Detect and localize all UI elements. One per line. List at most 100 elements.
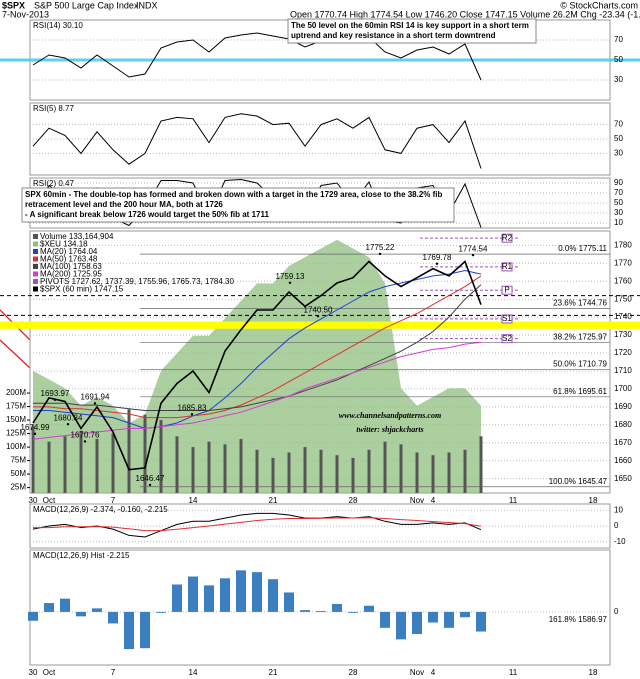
pivot-label: S1 xyxy=(502,314,512,323)
series-line xyxy=(32,341,482,440)
hist-bar xyxy=(412,611,422,635)
hist-bar xyxy=(428,611,438,623)
target-band xyxy=(0,321,640,329)
volume-bar xyxy=(415,452,419,493)
pivot-box xyxy=(501,314,513,324)
hist-bar xyxy=(348,611,358,613)
price-point xyxy=(288,281,292,285)
y-tick-label: 0 xyxy=(614,521,619,530)
y-tick-label: 1670 xyxy=(614,438,632,447)
fib-label: 38.2% 1725.97 xyxy=(553,332,607,341)
y-tick-label: 1650 xyxy=(614,474,632,483)
hist-bar xyxy=(444,611,454,628)
y-tick-label: 10 xyxy=(614,218,623,227)
hist-bar xyxy=(124,611,134,650)
volume-bar xyxy=(479,436,483,493)
legend-swatch xyxy=(33,249,38,254)
price-point xyxy=(66,422,70,426)
hist-bar xyxy=(172,584,182,612)
y-tick-label: 90 xyxy=(614,178,623,187)
legend-label: PIVOTS 1727.62, 1737.39, 1755.96, 1765.7… xyxy=(40,277,234,286)
price-label: 1693.97 xyxy=(41,389,70,398)
hist-bar xyxy=(92,608,102,612)
y-tick-label: 1760 xyxy=(614,276,632,285)
volume-bar xyxy=(159,420,163,493)
legend-label: MA(20) 1764.04 xyxy=(40,247,98,256)
fib-label: 61.8% 1695.61 xyxy=(553,387,607,396)
symbol: $SPX xyxy=(2,0,25,10)
x-tick-label: 18 xyxy=(589,496,598,505)
exchange: INDX xyxy=(136,0,158,10)
pivot-label: R2 xyxy=(502,233,513,242)
hist-bar xyxy=(76,611,86,617)
legend-swatch xyxy=(33,264,38,269)
index-name: S&P 500 Large Cap Index xyxy=(34,0,139,10)
volume-bar xyxy=(47,441,51,493)
fib-label: 50.0% 1710.79 xyxy=(553,360,607,369)
volume-tick-label: 25M xyxy=(10,483,26,492)
y-tick-label: 1680 xyxy=(614,420,632,429)
volume-tick-label: 75M xyxy=(10,456,26,465)
legend-label: MA(50) 1763.48 xyxy=(40,255,98,264)
x-tick-label: Oct xyxy=(43,496,56,505)
x-tick-label: 30 xyxy=(29,668,38,677)
series-line xyxy=(32,113,482,169)
legend-label: MA(200) 1725.95 xyxy=(40,270,102,279)
price-label: 1740.50 xyxy=(304,305,333,314)
volume-bar xyxy=(63,436,67,493)
volume-tick-label: 200M xyxy=(6,388,26,397)
x-tick-label: 21 xyxy=(269,496,278,505)
price-point xyxy=(316,315,320,318)
price-label: 1674.99 xyxy=(21,423,50,432)
rsi-band xyxy=(0,58,640,62)
pivot-label: S2 xyxy=(502,334,512,343)
price-point xyxy=(435,262,439,265)
legend-swatch xyxy=(33,256,38,262)
pivot-label: P xyxy=(504,285,509,294)
x-tick-label: Nov xyxy=(410,496,424,505)
volume-bar xyxy=(239,438,243,493)
panel-title: RSI(2) 0.47 xyxy=(33,179,74,188)
legend-swatch xyxy=(33,234,38,239)
x-tick-label: Oct xyxy=(43,668,56,677)
x-tick-label: 28 xyxy=(349,668,358,677)
volume-bar xyxy=(351,457,355,493)
x-tick-label: 4 xyxy=(431,668,436,677)
legend-label: MA(100) 1758.63 xyxy=(40,262,102,271)
volume-tick-label: 100M xyxy=(6,442,26,451)
panel-title: RSI(5) 8.77 xyxy=(33,104,74,113)
y-tick-label: 70 xyxy=(614,120,623,129)
price-point xyxy=(148,483,152,487)
y-tick-label: 1690 xyxy=(614,402,632,411)
pivot-label: R1 xyxy=(502,262,513,271)
pivot-box xyxy=(501,285,513,295)
date: 7-Nov-2013 xyxy=(2,9,49,19)
fib-label: 161.8% 1586.97 xyxy=(549,615,608,624)
volume-bar xyxy=(95,438,99,493)
legend-label: $SPX (60 min) 1747.15 xyxy=(40,285,124,294)
volume-bar xyxy=(335,455,339,493)
panel-title: MACD(12,26,9) -2.374, -0.160, -2.215 xyxy=(33,505,168,514)
volume-bar xyxy=(127,409,131,493)
x-tick-label: 7 xyxy=(111,668,116,677)
hist-bar xyxy=(188,576,198,612)
hist-bar xyxy=(316,611,326,612)
y-tick-label: 50 xyxy=(614,198,623,207)
panel-title: RSI(14) 30.10 xyxy=(33,21,83,30)
y-tick-label: 70 xyxy=(614,35,623,44)
fib-label: 100.0% 1645.47 xyxy=(549,477,608,486)
x-tick-label: 7 xyxy=(111,496,116,505)
note-box xyxy=(21,187,455,223)
hist-bar xyxy=(28,611,38,621)
series-line xyxy=(33,517,482,532)
price-point xyxy=(53,398,57,401)
x-tick-label: 14 xyxy=(189,668,198,677)
note-text: uptrend and key resistance in a short te… xyxy=(291,31,496,40)
x-tick-label: 30 xyxy=(29,496,38,505)
y-tick-label: 0 xyxy=(614,607,619,616)
x-tick-label: 4 xyxy=(431,496,436,505)
hist-bar xyxy=(460,611,470,618)
hist-bar xyxy=(332,603,342,612)
y-tick-label: 50 xyxy=(614,134,623,143)
